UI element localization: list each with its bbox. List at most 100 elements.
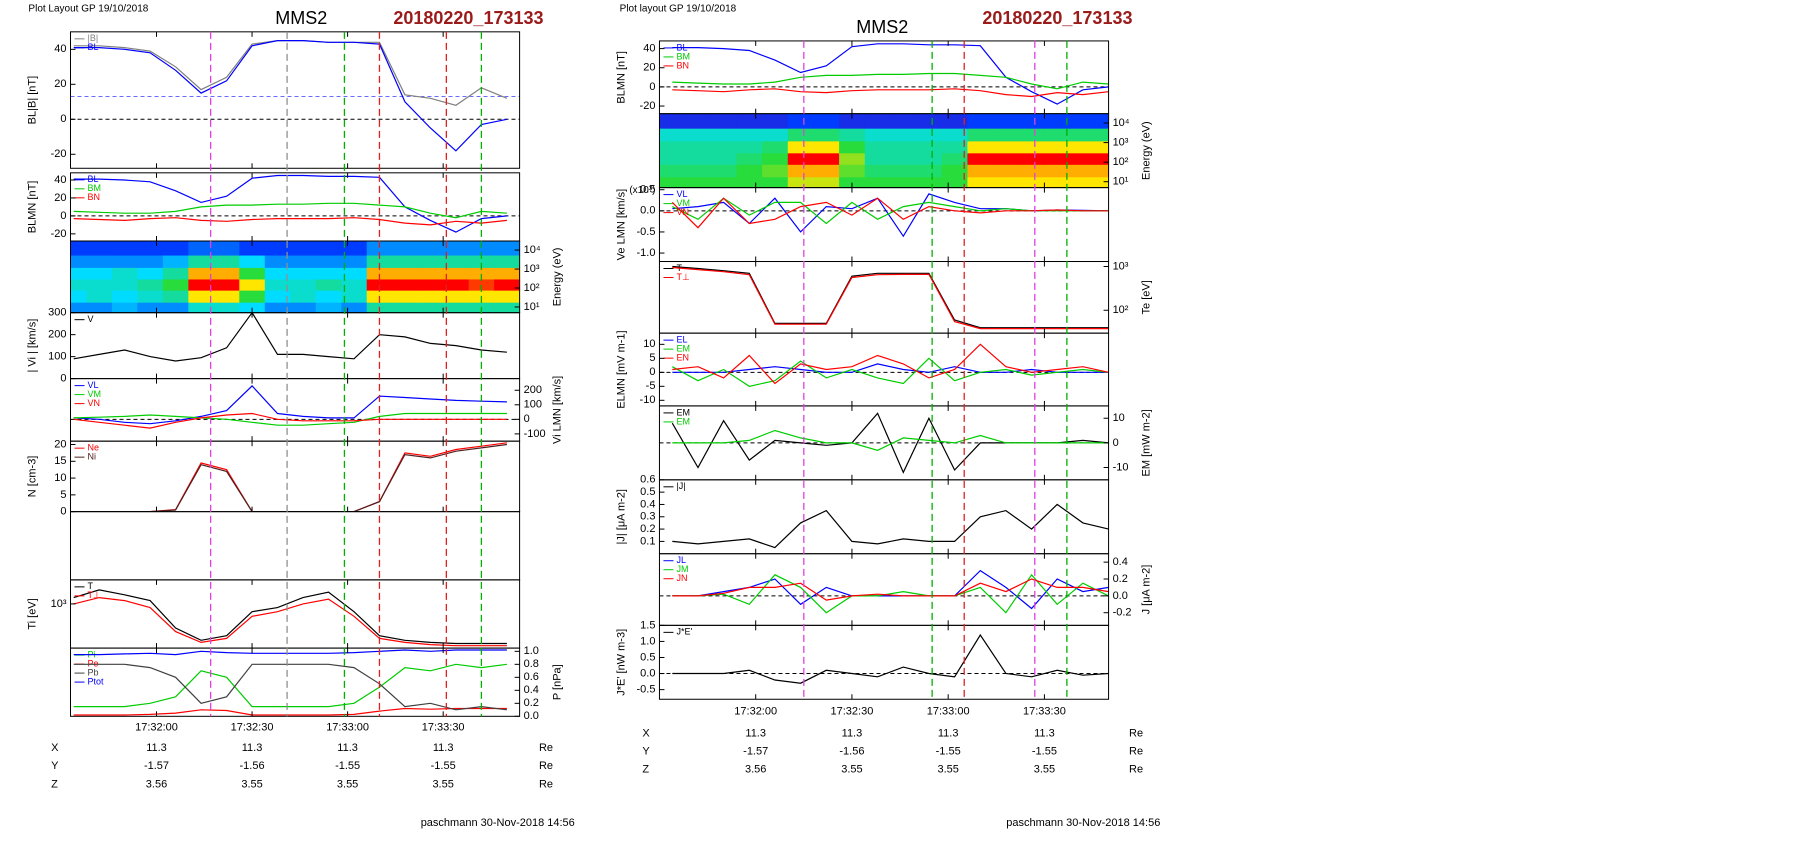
spectrogram-cell	[1044, 164, 1071, 178]
ephemeris-value: 3.55	[432, 778, 453, 790]
spectrogram-cell	[1018, 164, 1045, 178]
ephemeris-value: 3.56	[745, 764, 766, 776]
spectrogram-cell	[762, 176, 789, 189]
spectrogram-cell	[762, 152, 789, 165]
spectrogram-cell	[813, 128, 840, 142]
y-axis-label: BL|B| [nT]	[26, 76, 38, 125]
series-line	[672, 193, 1109, 238]
spectrogram-cell	[736, 152, 763, 165]
legend-label: BM	[87, 183, 101, 193]
series-line	[73, 663, 507, 708]
spectrogram-cell	[188, 290, 215, 303]
spectrogram-cell	[315, 290, 342, 303]
spectrogram-cell	[890, 113, 917, 129]
spectrogram-cell	[188, 255, 215, 268]
ephemeris-unit: Re	[1129, 727, 1143, 739]
y-tick-label: 0.8	[524, 658, 539, 670]
spectrogram-cell	[239, 278, 266, 291]
series-line	[73, 663, 507, 711]
spectrogram-cell	[315, 302, 342, 314]
spectrogram-cell	[993, 164, 1020, 178]
spectrogram-cell	[967, 152, 994, 165]
y-tick-label: -0.2	[1113, 607, 1132, 619]
spectrogram-cell	[736, 140, 763, 154]
ephemeris-value: 11.3	[745, 727, 766, 739]
panel-frame	[69, 579, 521, 649]
legend-label: EN	[676, 353, 689, 363]
spectrogram-cell	[162, 278, 189, 291]
y-tick-label: -20	[640, 100, 656, 112]
spectrogram-cell	[813, 176, 840, 189]
spectrogram-cell	[111, 241, 138, 256]
y-axis-label: | Vi | [km/s]	[26, 319, 38, 373]
spectrogram-cell	[468, 267, 495, 280]
spectrogram-cell	[162, 302, 189, 314]
spectrogram-cell	[1018, 176, 1045, 189]
series-line	[672, 429, 1109, 451]
spectrogram-cell	[86, 255, 113, 268]
spectrogram-cell	[916, 164, 943, 178]
y-axis-label: P [nPa]	[552, 664, 564, 700]
series-line	[73, 707, 507, 716]
spectrogram-cell	[762, 140, 789, 154]
spectrogram-cell	[967, 128, 994, 142]
series-line	[672, 503, 1109, 549]
spectrogram-cell	[1095, 164, 1110, 178]
legend-label: Pe	[87, 658, 98, 668]
spectrogram-cell	[468, 278, 495, 291]
spectrogram-cell	[839, 164, 866, 178]
spectrogram-cell	[341, 302, 368, 314]
ephemeris-unit: Re	[1129, 764, 1143, 776]
y-tick-label: 15	[54, 455, 66, 467]
spectrogram-cell	[162, 267, 189, 280]
y-tick-label: 0.5	[640, 184, 655, 196]
ephemeris-value: 3.55	[241, 778, 262, 790]
y-tick-label: -100	[524, 428, 546, 440]
legend-label: EM	[676, 344, 690, 354]
legend-label: BN	[87, 192, 100, 202]
y-tick-label: 0.1	[640, 535, 655, 547]
spectrogram-cell	[290, 290, 317, 303]
spectrogram-cell	[392, 290, 419, 303]
x-tick-label: 17:33:30	[1023, 706, 1066, 718]
spectrogram-cell	[685, 176, 712, 189]
legend-label: J*E'	[676, 627, 692, 637]
spectrogram-cell	[417, 290, 444, 303]
y-tick-label: 0.0	[524, 710, 539, 722]
legend-label: VL	[87, 380, 98, 390]
y-tick-label: 10²	[1113, 156, 1129, 168]
y-axis-label: |J| [μA m-2]	[615, 489, 627, 544]
series-line	[73, 40, 508, 106]
legend-label: T	[87, 581, 93, 591]
spectrogram-cell	[1070, 140, 1097, 154]
spectrogram-cell	[787, 140, 814, 154]
y-axis-label: N [cm-3]	[26, 456, 38, 498]
legend-label: Ne	[87, 443, 99, 453]
spectrogram-cell	[1070, 176, 1097, 189]
y-tick-label: 40	[54, 43, 66, 55]
y-tick-label: 0.2	[524, 697, 539, 709]
ephemeris-label: Z	[642, 764, 649, 776]
spectrogram-cell	[993, 152, 1020, 165]
y-tick-label: 5	[649, 352, 655, 364]
spectrogram-cell	[839, 176, 866, 189]
spectrogram-cell	[736, 113, 763, 129]
ephemeris-label: Z	[51, 778, 58, 790]
spectrogram-cell	[315, 255, 342, 268]
y-tick-label: 0	[649, 366, 655, 378]
spectrogram-cell	[1018, 128, 1045, 142]
spectrogram-cell	[494, 290, 521, 303]
spectrogram-cell	[710, 152, 737, 165]
spectrogram-cell	[1070, 128, 1097, 142]
header: Plot Layout GP 19/10/2018	[28, 3, 148, 14]
spectrogram-cell	[813, 152, 840, 165]
spectrogram-cell	[993, 176, 1020, 189]
spectrogram-cell	[341, 267, 368, 280]
legend-label: T⊥	[87, 590, 100, 600]
series-line	[73, 596, 507, 647]
ephemeris-unit: Re	[1129, 745, 1143, 757]
ephemeris-value: -1.56	[240, 760, 265, 772]
spectrogram-cell	[1044, 140, 1071, 154]
y-tick-label: 10	[54, 472, 66, 484]
spectrogram-cell	[70, 290, 87, 303]
